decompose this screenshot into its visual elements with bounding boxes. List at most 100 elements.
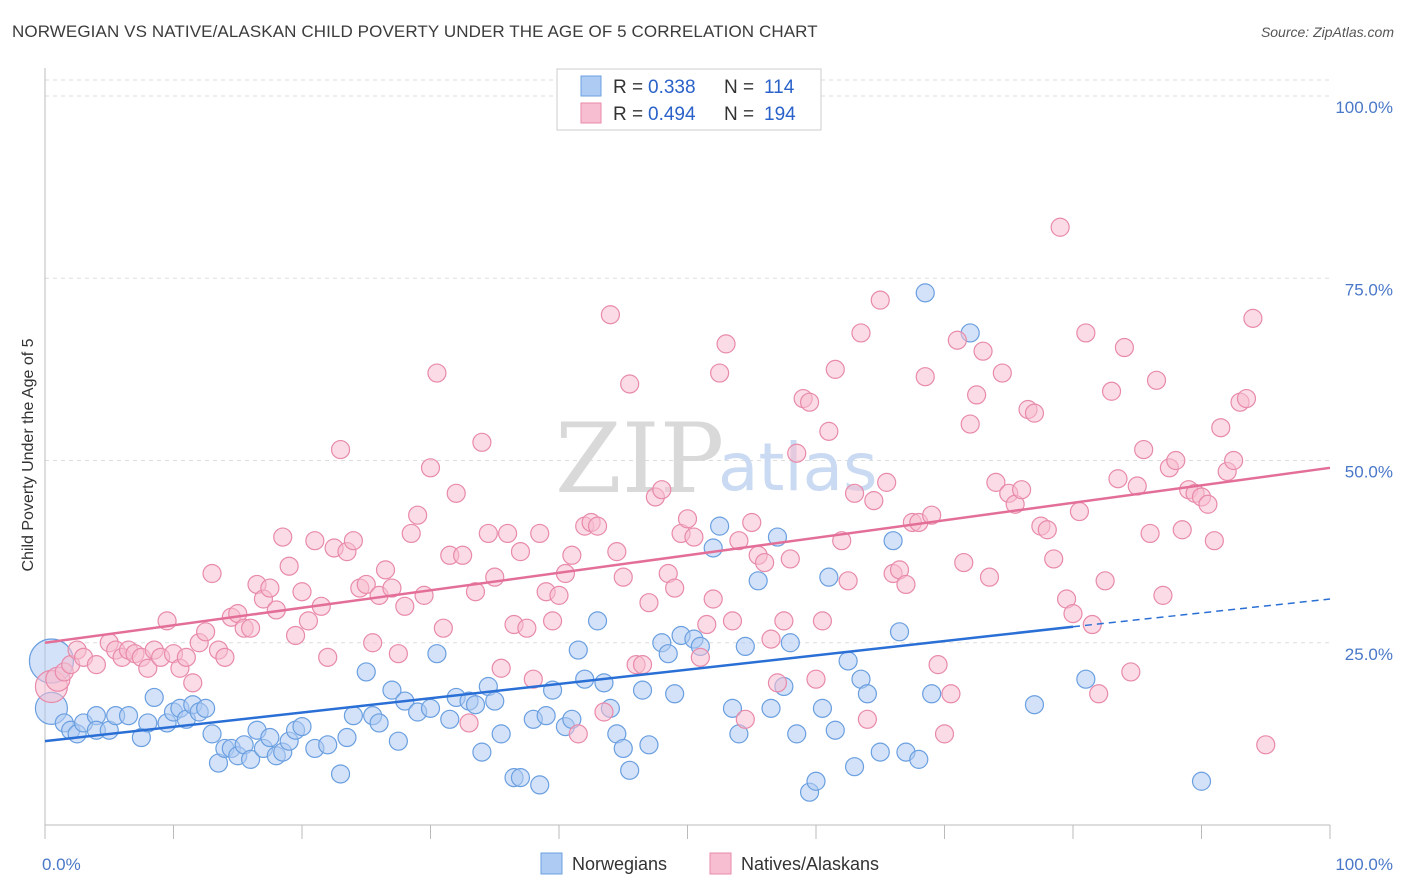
point-natives-171 (1153, 585, 1173, 605)
legend-n-label-1: N = (724, 77, 754, 98)
legend-swatch-natives (580, 102, 602, 124)
legend-n-value-1: 114 (764, 77, 795, 98)
point-norwegians-102 (870, 742, 890, 762)
point-natives-25 (215, 647, 235, 667)
point-natives-159 (1076, 323, 1096, 343)
point-natives-185 (1243, 308, 1263, 328)
point-norwegians-38 (330, 764, 351, 784)
point-natives-173 (1166, 450, 1186, 471)
point-natives-168 (1134, 439, 1154, 460)
point-natives-122 (838, 571, 858, 591)
point-natives-103 (716, 334, 736, 354)
bottom-legend-norwegians: Norwegians (572, 854, 667, 874)
trend-line-norwegians-extension (1072, 598, 1331, 628)
point-natives-170 (1146, 370, 1167, 390)
point-natives-69 (498, 523, 518, 544)
legend-r-value-1: 0.338 (648, 77, 696, 98)
point-norwegians-99 (844, 757, 865, 777)
bottom-legend: Norwegians Natives/Alaskans (540, 852, 879, 875)
point-natives-166 (1121, 662, 1141, 682)
point-natives-105 (729, 531, 749, 551)
point-natives-63 (459, 713, 479, 733)
point-norwegians-54 (472, 742, 492, 762)
chart-title: NORWEGIAN VS NATIVE/ALASKAN CHILD POVERT… (12, 22, 818, 41)
point-norwegians-95 (812, 698, 833, 718)
point-norwegians-53 (465, 695, 486, 715)
point-norwegians-88 (761, 698, 781, 718)
tick-labels: 100.0% 75.0% 50.0% 25.0% 0.0% 100.0% (42, 98, 1393, 874)
point-natives-51 (382, 578, 402, 598)
legend-r-label-2: R = (613, 104, 643, 125)
trend-line-natives (44, 466, 1331, 644)
point-natives-13 (138, 658, 158, 678)
point-norwegians-40 (343, 706, 363, 726)
point-norwegians-86 (735, 636, 755, 657)
point-natives-146 (992, 363, 1012, 383)
point-natives-179 (1204, 531, 1224, 551)
point-natives-47 (356, 574, 376, 595)
point-norwegians-97 (825, 720, 845, 740)
point-norwegians-50 (440, 709, 460, 729)
point-norwegians-107 (915, 283, 935, 303)
point-natives-71 (510, 542, 531, 562)
point-natives-139 (947, 330, 967, 350)
point-natives-117 (806, 669, 826, 689)
point-natives-128 (877, 472, 897, 492)
point-natives-77 (549, 585, 569, 605)
y-tick-label-1: 75.0% (1345, 280, 1393, 299)
point-natives-86 (607, 542, 627, 562)
point-natives-55 (408, 505, 428, 525)
point-norwegians-44 (382, 680, 402, 700)
point-natives-155 (1050, 217, 1070, 237)
point-natives-165 (1114, 337, 1135, 358)
point-norwegians-108 (922, 684, 942, 704)
x-tick-label-1: 100.0% (1335, 855, 1393, 874)
y-tick-label-2: 50.0% (1345, 463, 1393, 482)
point-natives-72 (517, 618, 537, 638)
point-natives-131 (896, 574, 916, 595)
point-natives-38 (298, 611, 319, 631)
point-natives-74 (530, 523, 550, 544)
point-natives-135 (922, 505, 942, 525)
trend-lines (44, 466, 1331, 743)
point-natives-163 (1101, 381, 1122, 401)
grid-lines (45, 79, 1330, 644)
point-natives-164 (1108, 469, 1128, 489)
point-natives-101 (703, 589, 723, 609)
point-natives-174 (1172, 520, 1192, 540)
point-natives-121 (832, 531, 852, 551)
bottom-legend-swatch-natives (709, 852, 732, 875)
legend-r-value-2: 0.494 (648, 104, 696, 125)
point-natives-126 (864, 491, 884, 511)
point-natives-99 (690, 647, 710, 667)
point-natives-45 (343, 531, 363, 551)
point-natives-43 (330, 439, 351, 460)
point-natives-162 (1095, 571, 1115, 591)
point-natives-22 (196, 622, 216, 642)
point-natives-97 (677, 509, 698, 529)
point-natives-79 (562, 545, 582, 565)
point-norwegians-87 (748, 571, 768, 591)
point-natives-106 (735, 709, 755, 729)
point-norwegians-106 (909, 749, 929, 769)
point-natives-90 (632, 655, 653, 675)
point-natives-65 (472, 432, 492, 452)
point-norwegians-111 (1076, 669, 1096, 689)
point-natives-141 (960, 414, 980, 434)
point-natives-114 (787, 443, 807, 463)
point-norwegians-10 (118, 706, 139, 726)
watermark-zip: ZIP (555, 403, 724, 515)
point-natives-145 (986, 472, 1006, 492)
point-norwegians-39 (337, 727, 357, 748)
point-norwegians-82 (703, 538, 723, 558)
point-natives-76 (542, 611, 563, 631)
point-natives-6 (86, 655, 107, 675)
x-tick-label-0: 0.0% (42, 855, 81, 874)
series-natives-points (34, 217, 1276, 755)
point-norwegians-78 (665, 684, 685, 704)
point-natives-142 (967, 385, 987, 405)
point-natives-80 (568, 724, 588, 744)
point-natives-52 (388, 644, 408, 664)
point-norwegians-103 (883, 531, 903, 551)
point-natives-186 (1256, 735, 1276, 755)
